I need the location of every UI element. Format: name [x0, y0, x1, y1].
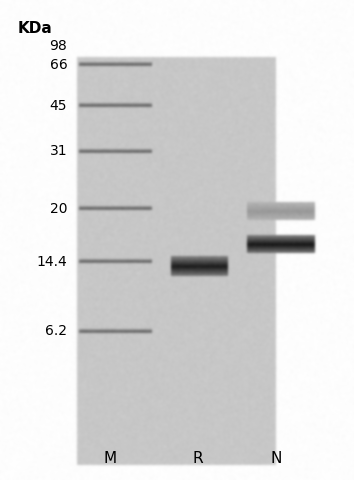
Text: 98: 98 — [50, 38, 67, 53]
Text: 31: 31 — [50, 144, 67, 158]
Text: 6.2: 6.2 — [45, 324, 67, 338]
Text: 14.4: 14.4 — [36, 254, 67, 269]
Text: M: M — [103, 451, 116, 466]
Text: 45: 45 — [50, 98, 67, 113]
Text: R: R — [193, 451, 204, 466]
Text: 66: 66 — [50, 58, 67, 72]
Text: N: N — [270, 451, 282, 466]
Text: KDa: KDa — [18, 21, 53, 36]
Text: 20: 20 — [50, 202, 67, 216]
